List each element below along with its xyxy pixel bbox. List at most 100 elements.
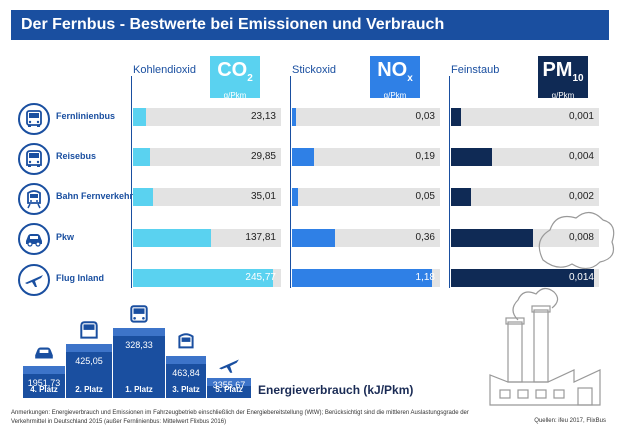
nox-unit: g/Pkm	[383, 91, 407, 100]
bar	[292, 148, 315, 166]
column-divider	[290, 76, 291, 288]
row-label: Bahn Fernverkehr	[56, 191, 134, 201]
bar-value-label: 0,008	[568, 232, 594, 243]
podium-rank: 2. Platz	[75, 385, 103, 394]
co2-symbol: CO2	[217, 59, 253, 84]
podium-rank: 5. Platz	[215, 385, 243, 394]
row-icon-reisebus	[18, 143, 50, 175]
bar	[451, 188, 472, 206]
bar-value-label: 0,004	[568, 151, 594, 162]
row-label: Reisebus	[56, 151, 97, 161]
podium-step: 425,05 2. Platz	[66, 344, 112, 398]
bar-value-label: 0,014	[568, 272, 594, 283]
podium-step: 463,84 3. Platz	[166, 356, 206, 398]
row-label: Pkw	[56, 232, 75, 242]
row-icon-fernlinienbus	[18, 103, 50, 135]
pm10-symbol-box: PM10 g/Pkm	[538, 56, 588, 100]
podium-value: 425,05	[75, 356, 103, 366]
bar-track: 245,77	[133, 269, 281, 287]
pm10-unit: g/Pkm	[551, 91, 575, 100]
bus-icon	[26, 110, 42, 127]
bar-track: 137,81	[133, 229, 281, 247]
bar-value-label: 245,77	[245, 272, 276, 283]
plane-icon	[219, 359, 239, 373]
bar-value-label: 23,13	[250, 111, 276, 122]
bar-value-label: 1,18	[415, 272, 435, 283]
bar-track: 0,004	[451, 148, 599, 166]
bar	[292, 229, 335, 247]
bar-value-label: 35,01	[250, 191, 276, 202]
bar	[451, 108, 462, 126]
row-label: Flug Inland	[56, 273, 104, 283]
column-label-pm10: Feinstaub	[451, 64, 500, 76]
bar	[292, 188, 298, 206]
bar	[292, 108, 296, 126]
co2-unit: g/Pkm	[223, 91, 247, 100]
bar-track: 23,13	[133, 108, 281, 126]
bar-track: 0,19	[292, 148, 440, 166]
bar-track: 0,05	[292, 188, 440, 206]
train-icon	[178, 333, 194, 349]
co2-symbol-box: CO2 g/Pkm	[210, 56, 260, 100]
bar-value-label: 0,03	[415, 111, 435, 122]
car-icon	[26, 234, 42, 247]
row-icon-flug	[18, 264, 50, 296]
bar-value-label: 0,36	[415, 232, 435, 243]
bar-track: 0,002	[451, 188, 599, 206]
footnote: Anmerkungen: Energieverbrauch und Emissi…	[11, 410, 469, 425]
pm10-symbol: PM10	[542, 59, 584, 84]
bar	[133, 229, 212, 247]
bar	[451, 269, 594, 287]
bar-track: 0,03	[292, 108, 440, 126]
title-bar: Der Fernbus - Bestwerte bei Emissionen u…	[11, 10, 609, 40]
podium-rank: 3. Platz	[172, 385, 200, 394]
bar	[133, 148, 150, 166]
podium-step: 1951,73 4. Platz	[23, 366, 65, 398]
nox-symbol-box: NOx g/Pkm	[370, 56, 420, 100]
row-icon-bahn	[18, 183, 50, 215]
podium-step: 3355,67 5. Platz	[207, 378, 251, 398]
podium-rank: 1. Platz	[125, 385, 153, 394]
row-icon-pkw	[18, 223, 50, 255]
podium-value: 463,84	[172, 368, 200, 378]
energy-label: Energieverbrauch (kJ/Pkm)	[258, 383, 414, 397]
coach-icon	[26, 150, 42, 167]
podium-step: 328,33 1. Platz	[113, 328, 165, 398]
bar	[133, 108, 147, 126]
podium-value: 328,33	[125, 340, 153, 350]
bar-value-label: 0,001	[568, 111, 594, 122]
podium-value: 1951,73	[27, 378, 61, 388]
column-label-nox: Stickoxid	[292, 64, 337, 76]
bus-icon	[130, 305, 148, 323]
row-label: Fernlinienbus	[56, 111, 116, 121]
bar-track: 0,001	[451, 108, 599, 126]
bar-track: 29,85	[133, 148, 281, 166]
bar	[133, 188, 153, 206]
bar-track: 35,01	[133, 188, 281, 206]
bar-value-label: 29,85	[250, 151, 276, 162]
bar-track: 0,014	[451, 269, 599, 287]
train-icon	[27, 190, 41, 209]
bar-track: 1,18	[292, 269, 440, 287]
bar-value-label: 0,002	[568, 191, 594, 202]
bar	[133, 269, 273, 287]
page-title: Der Fernbus - Bestwerte bei Emissionen u…	[21, 16, 445, 33]
coach-icon	[80, 321, 98, 339]
column-divider	[449, 76, 450, 288]
source: Quellen: ifeu 2017, FlixBus	[534, 418, 606, 424]
bar	[292, 269, 432, 287]
bar-value-label: 137,81	[245, 232, 276, 243]
bar-value-label: 0,19	[415, 151, 435, 162]
column-divider	[131, 76, 132, 288]
bar-track: 0,36	[292, 229, 440, 247]
bar	[451, 148, 492, 166]
car-icon	[35, 347, 53, 359]
column-label-co2: Kohlendioxid	[133, 64, 196, 76]
plane-icon	[25, 275, 43, 287]
podium-value: 3355,67	[212, 380, 246, 390]
factory-icon	[489, 211, 615, 406]
podium-rank: 4. Platz	[30, 385, 58, 394]
nox-symbol: NOx	[377, 59, 413, 84]
bar	[451, 229, 533, 247]
